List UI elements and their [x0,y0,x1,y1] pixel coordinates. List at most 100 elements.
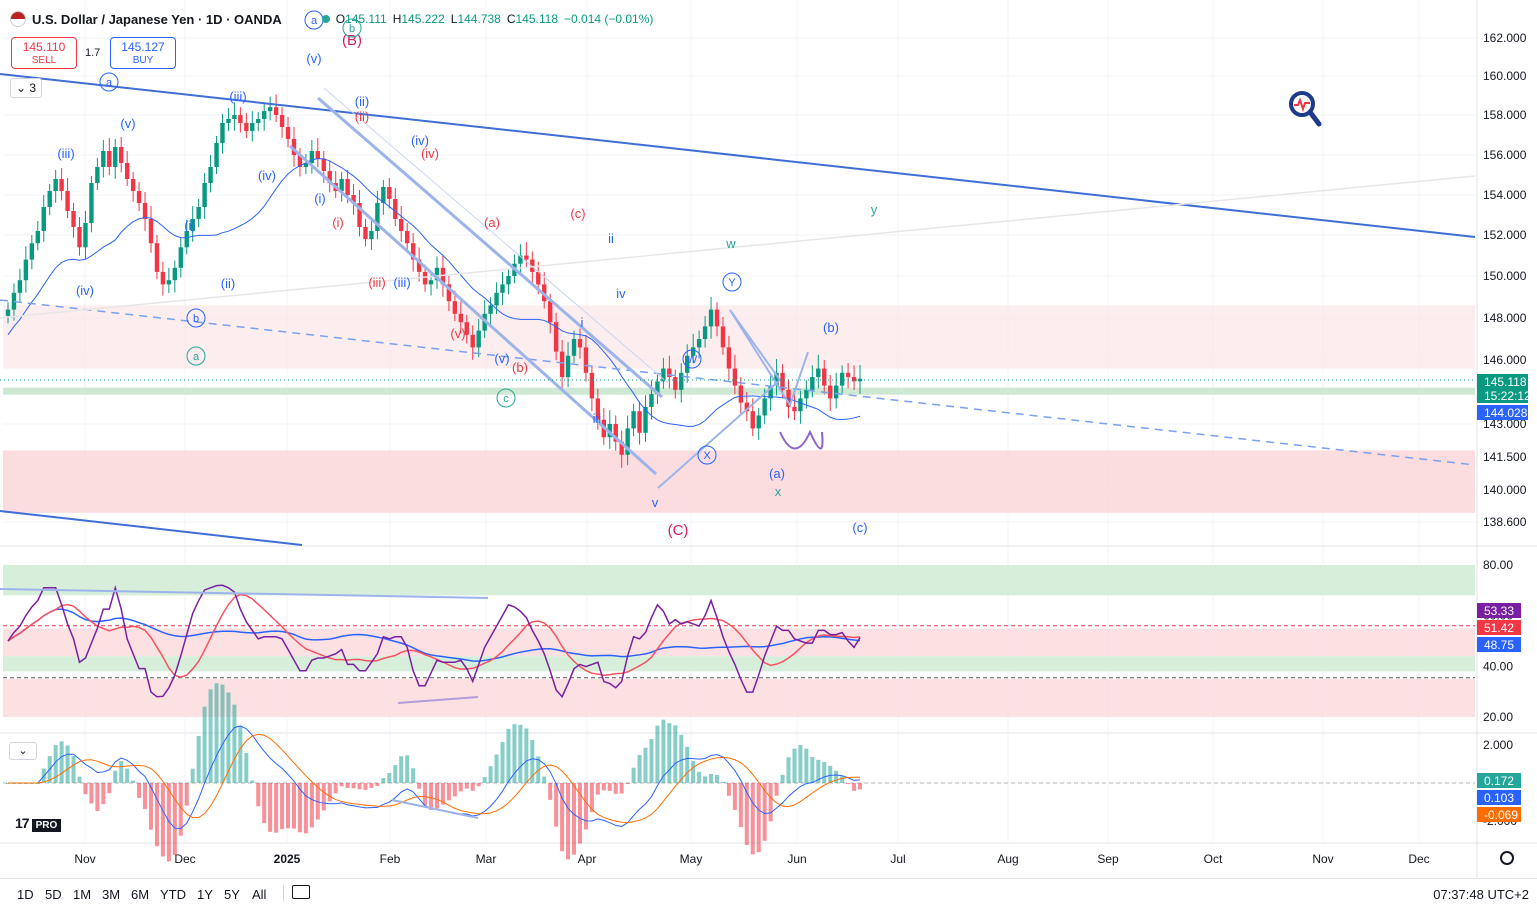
macd-histogram-bar [256,783,261,807]
macd-histogram-bar [619,783,624,794]
buy-button[interactable]: 145.127 BUY [110,37,176,69]
macd-histogram-bar [131,780,136,783]
chart-canvas[interactable]: Nov Dec 2025 Feb Mar Apr May Jun Jul Aug Sep Oct Nov… [0,0,1537,878]
candle-body [774,372,779,386]
timeframe-6m[interactable]: 6M [131,887,150,902]
macd-histogram-bar [83,783,88,795]
macd-histogram-bar [572,783,577,855]
macd-histogram-bar [661,719,666,783]
candle-body [273,107,279,115]
macd-histogram-bar [488,766,493,783]
candle-body [732,368,738,386]
wave-label: (v) [306,51,321,66]
rsi-y-tick: 80.00 [1483,558,1513,572]
macd-histogram-bar [172,783,177,856]
macd-histogram-bar [828,765,833,783]
y-tick-label: 138.600 [1483,515,1527,529]
candle-body [470,334,475,348]
candle-body [250,123,255,131]
candle-body [833,385,839,399]
wave-circle [342,18,362,38]
macd-histogram-bar [756,783,761,853]
macd-histogram-bar [709,773,714,783]
macd-histogram-bar [566,783,571,860]
macd-histogram-bar [202,706,207,783]
candle-body [649,394,654,407]
macd-histogram-bar [834,770,839,783]
y-tick-label: 148.000 [1483,311,1527,325]
macd-histogram-bar [792,748,797,783]
candle-body [345,179,350,195]
timeframe-ytd[interactable]: YTD [160,887,186,902]
candle-body [655,381,660,395]
timeframe-1y[interactable]: 1Y [197,887,213,902]
wave-label: ii [608,231,614,246]
candle-body [351,195,356,203]
timeframe-1d[interactable]: 1D [17,887,34,902]
wave-label: (c) [852,520,867,535]
candle-body [130,179,136,191]
price-axis-tag-text: 145.118 [1484,375,1527,389]
grey-trend-line [0,175,1476,319]
wave-circle-label: Y [728,277,736,289]
candle-body [780,372,785,390]
macd-y-tick: 2.000 [1483,738,1513,752]
candle-body [83,223,88,248]
candle-body [547,301,553,323]
candle-body [816,368,821,378]
wave-label: v [652,495,659,510]
candle-body [661,368,666,382]
magnifier-icon[interactable] [1287,89,1323,129]
symbol-title[interactable]: U.S. Dollar / Japanese Yen · 1D · OANDA [32,11,282,27]
settings-gear-icon[interactable] [1500,851,1514,865]
macd-histogram-bar [607,783,612,791]
wave-circle-label: W [687,354,698,366]
candle-body [190,219,195,231]
timeframe-all[interactable]: All [252,887,267,902]
timeframe-1m[interactable]: 1M [73,887,92,902]
candle-body [113,147,118,167]
oscillator-toggle-button[interactable]: ⌄ [9,742,37,760]
timeframe-5d[interactable]: 5D [45,887,62,902]
macd-signal-line [8,733,861,823]
macd-histogram-bar [768,783,773,822]
sell-button[interactable]: 145.110 SELL [11,37,77,69]
wave-label: (iii) [57,146,74,161]
macd-histogram-bar [65,745,70,783]
x-tick-label: Apr [578,852,597,866]
toolbar-divider [283,885,284,901]
candle-body [559,351,565,378]
wave-label: (a) [484,215,500,230]
y-tick-label: 156.000 [1483,148,1527,162]
indicator-collapse-button[interactable]: ⌄ 3 [10,78,42,98]
timeframe-5y[interactable]: 5Y [224,887,240,902]
candle-body [256,119,261,123]
buy-price: 145.127 [121,40,165,54]
calendar-icon[interactable] [292,885,310,899]
low-value: 144.738 [457,12,501,26]
wave-label: (iv) [421,146,439,161]
x-tick-label: Nov [74,852,95,866]
macd-histogram-bar [482,777,487,783]
timeframe-3m[interactable]: 3M [102,887,121,902]
x-tick-label: Oct [1204,852,1223,866]
y-tick-label: 152.000 [1483,228,1527,242]
wave-circle [186,308,206,328]
candle-body [321,159,326,171]
candle-body [744,402,749,412]
usd-flag-icon [10,11,26,27]
candle-body [565,355,571,378]
macd-histogram-bar [417,783,422,789]
macd-histogram-bar [470,783,475,791]
wave-label: (a) [769,466,785,481]
macd-histogram-bar [250,780,255,783]
candle-body [220,123,225,143]
macd-histogram-bar [750,783,755,855]
macd-histogram-bar [726,783,731,796]
close-value: 145.118 [515,12,559,26]
candle-body [279,115,285,127]
macd-histogram-bar [411,768,416,783]
macd-histogram-bar [685,746,690,783]
wave-label: y [871,202,878,217]
macd-histogram-bar [59,741,64,783]
